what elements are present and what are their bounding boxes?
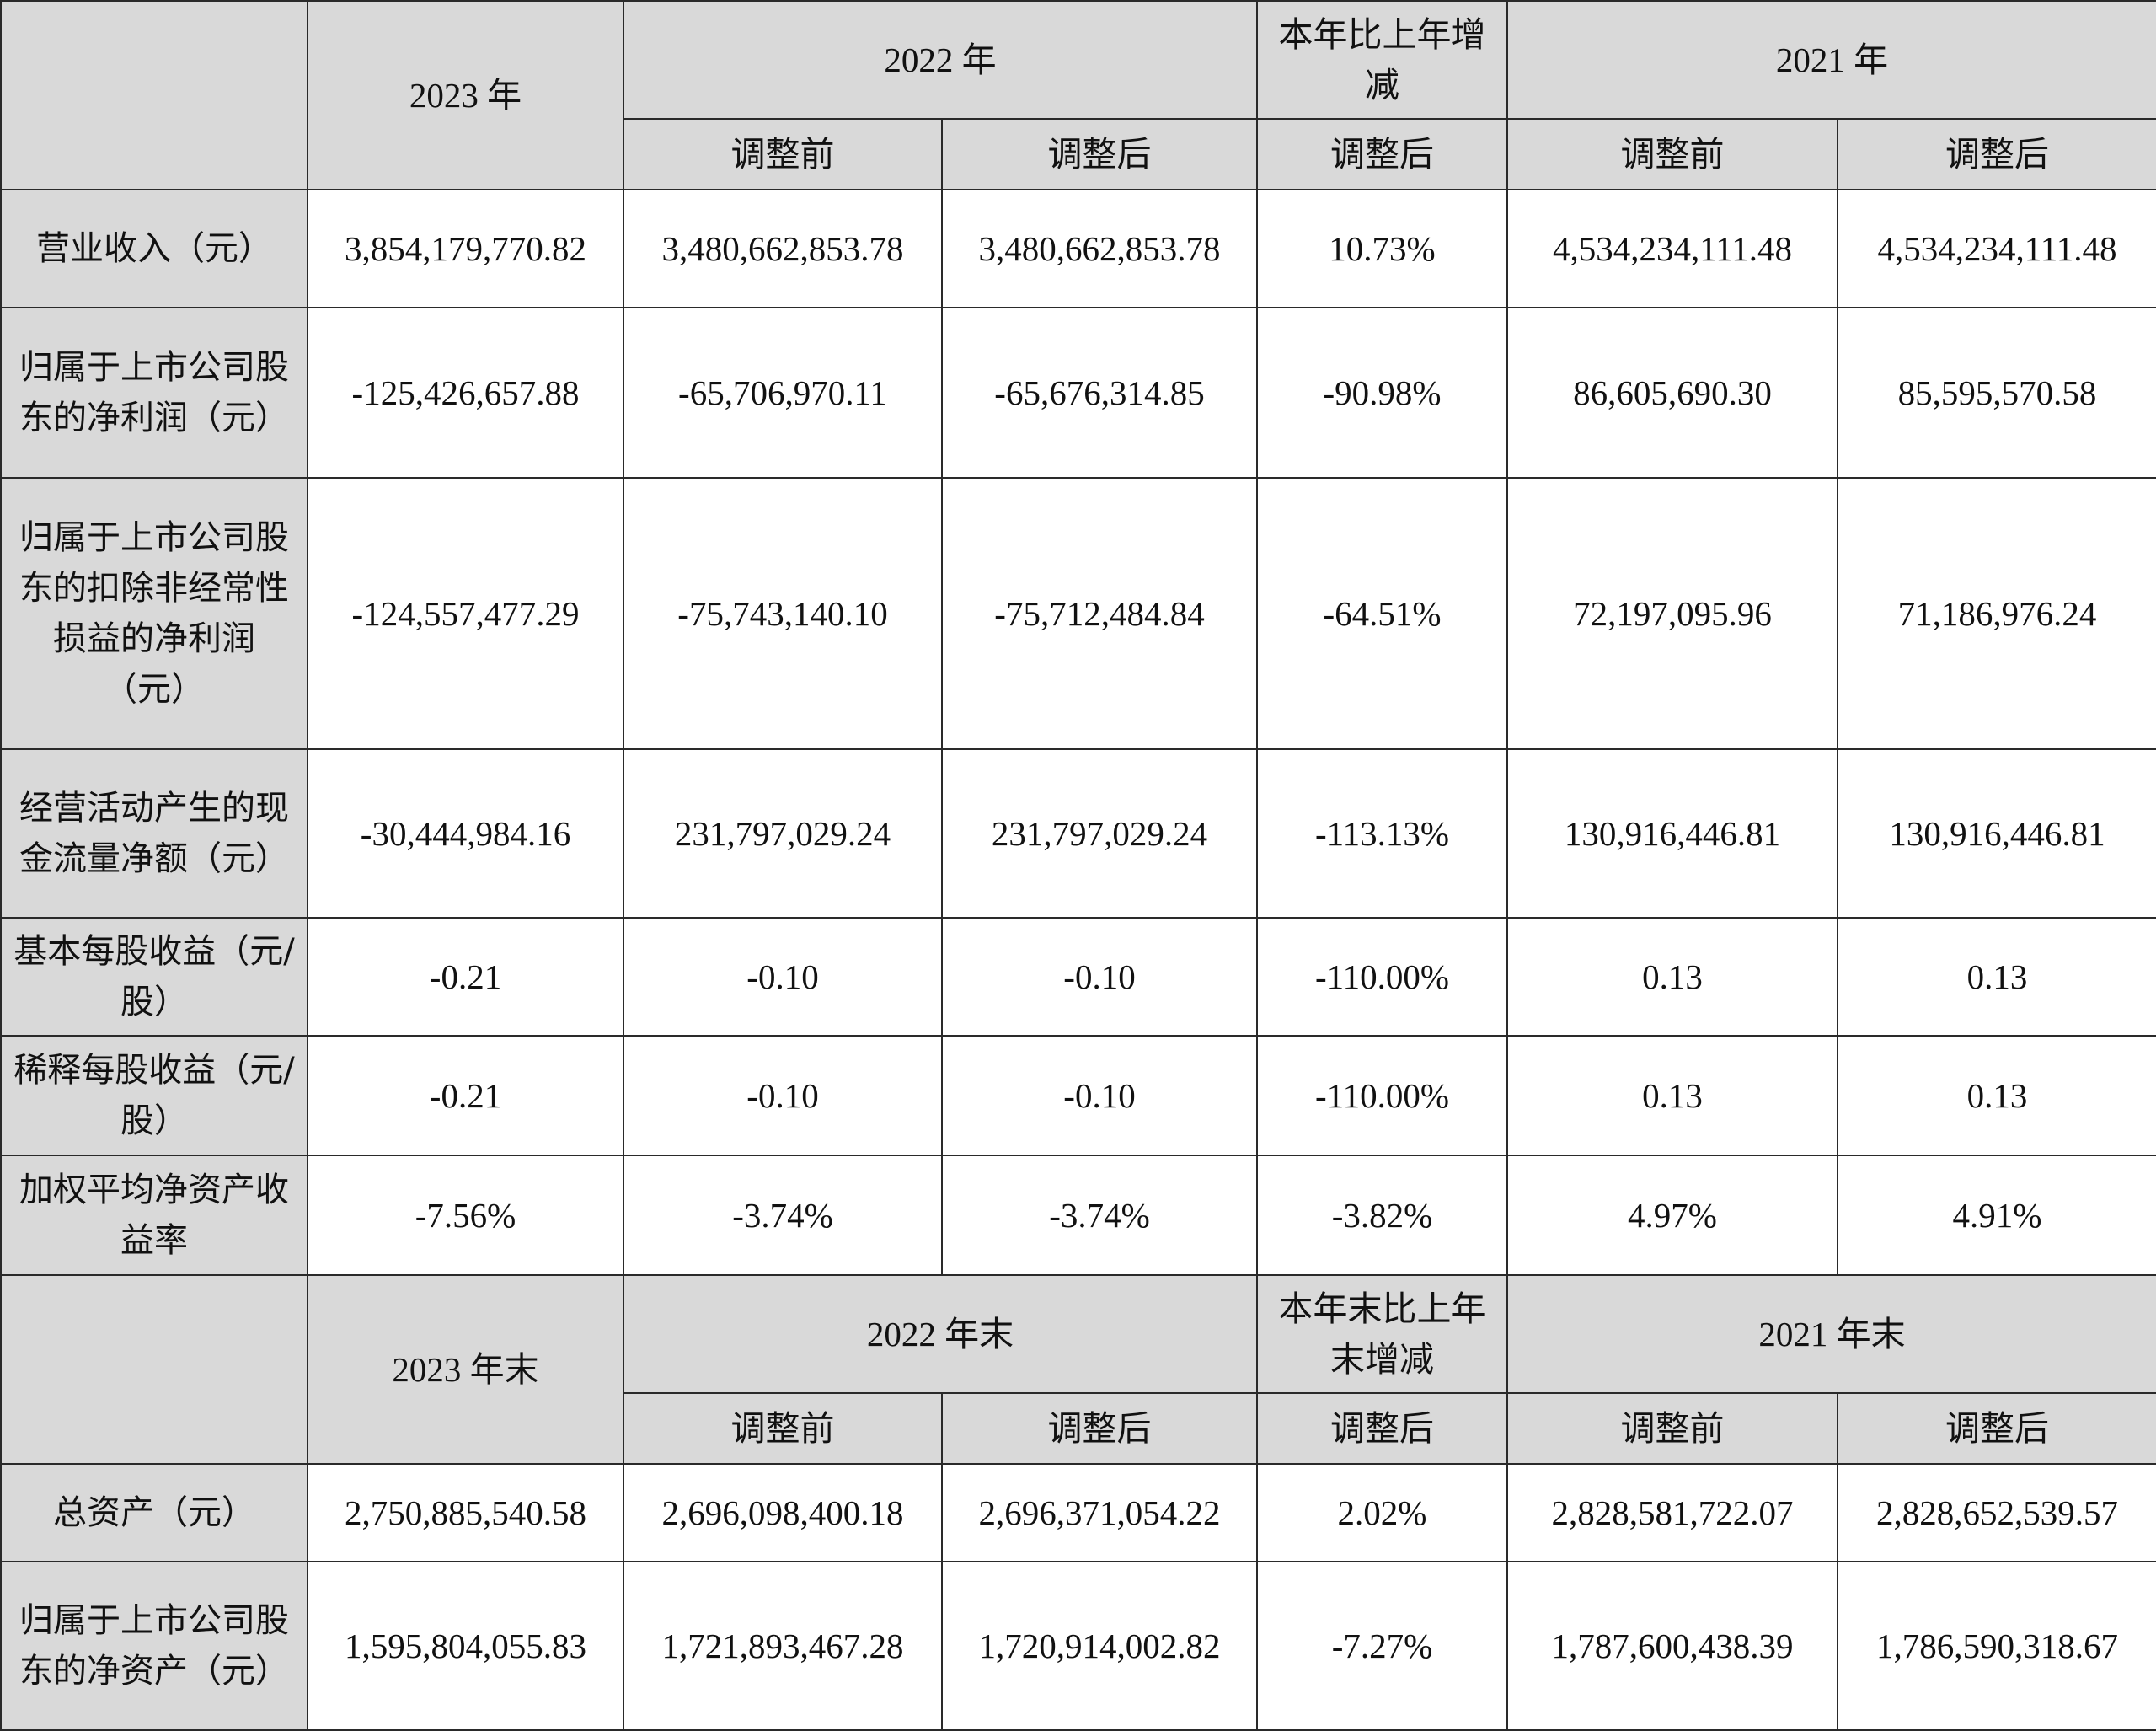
table-cell: 2,696,371,054.22 bbox=[941, 1463, 1258, 1562]
table-row: 加权平均净资产收益率 -7.56% -3.74% -3.74% -3.82% 4… bbox=[0, 1155, 2156, 1276]
table-row: 稀释每股收益（元/股） -0.21 -0.10 -0.10 -110.00% 0… bbox=[0, 1035, 2156, 1156]
table-cell: 1,787,600,438.39 bbox=[1506, 1561, 1838, 1731]
table-cell: -30,444,984.16 bbox=[307, 748, 624, 919]
table-cell: -3.82% bbox=[1256, 1155, 1508, 1276]
row-label: 加权平均净资产收益率 bbox=[0, 1155, 308, 1276]
row-label: 归属于上市公司股东的扣除非经常性损益的净利润（元） bbox=[0, 477, 308, 750]
header-row-years: 2023 年 2022 年 本年比上年增减 2021 年 bbox=[0, 0, 2156, 190]
table-cell: 0.13 bbox=[1837, 1035, 2156, 1156]
col-year-prior: 2022 年 bbox=[623, 0, 1258, 120]
table-cell: -110.00% bbox=[1256, 917, 1508, 1037]
table-row: 基本每股收益（元/股） -0.21 -0.10 -0.10 -110.00% 0… bbox=[0, 917, 2156, 1037]
table-cell: -3.74% bbox=[941, 1155, 1258, 1276]
table-cell: -0.21 bbox=[307, 1035, 624, 1156]
table-row: 营业收入（元） 3,854,179,770.82 3,480,662,853.7… bbox=[0, 189, 2156, 308]
table-cell: 1,721,893,467.28 bbox=[623, 1561, 943, 1731]
table-cell: -110.00% bbox=[1256, 1035, 1508, 1156]
table-cell: 0.13 bbox=[1506, 917, 1838, 1037]
table-cell: -64.51% bbox=[1256, 477, 1508, 750]
table-cell: -125,426,657.88 bbox=[307, 307, 624, 479]
sub-prior2-after: 调整后 bbox=[1837, 1392, 2156, 1465]
table-row: 归属于上市公司股东的扣除非经常性损益的净利润（元） -124,557,477.2… bbox=[0, 477, 2156, 750]
table-cell: 130,916,446.81 bbox=[1837, 748, 2156, 919]
table-cell: -0.10 bbox=[941, 1035, 1258, 1156]
sub-prior-before: 调整前 bbox=[623, 118, 943, 190]
table-cell: 1,720,914,002.82 bbox=[941, 1561, 1258, 1731]
corner-cell bbox=[0, 0, 308, 190]
table-cell: 1,595,804,055.83 bbox=[307, 1561, 624, 1731]
table-cell: -0.10 bbox=[941, 917, 1258, 1037]
row-label: 总资产（元） bbox=[0, 1463, 308, 1562]
table-cell: 2,696,098,400.18 bbox=[623, 1463, 943, 1562]
table-row: 归属于上市公司股东的净利润（元） -125,426,657.88 -65,706… bbox=[0, 307, 2156, 479]
row-label: 归属于上市公司股东的净资产（元） bbox=[0, 1561, 308, 1731]
table-cell: -75,743,140.10 bbox=[623, 477, 943, 750]
table-cell: 130,916,446.81 bbox=[1506, 748, 1838, 919]
table-cell: 2.02% bbox=[1256, 1463, 1508, 1562]
table-cell: 4,534,234,111.48 bbox=[1506, 189, 1838, 308]
table-cell: 0.13 bbox=[1506, 1035, 1838, 1156]
table-cell: -0.10 bbox=[623, 1035, 943, 1156]
header-row-sub-end: 调整前 调整后 调整后 调整前 调整后 bbox=[1, 1392, 2156, 1465]
table-row: 经营活动产生的现金流量净额（元） -30,444,984.16 231,797,… bbox=[0, 748, 2156, 919]
table-cell: 4.97% bbox=[1506, 1155, 1838, 1276]
col-year-current: 2023 年 bbox=[307, 0, 624, 190]
corner-cell bbox=[0, 1274, 308, 1465]
table-cell: 4.91% bbox=[1837, 1155, 2156, 1276]
sub-change-after: 调整后 bbox=[1256, 1392, 1508, 1465]
row-label: 稀释每股收益（元/股） bbox=[0, 1035, 308, 1156]
table-cell: 72,197,095.96 bbox=[1506, 477, 1838, 750]
row-label: 归属于上市公司股东的净利润（元） bbox=[0, 307, 308, 479]
col-year-prior-end: 2022 年末 bbox=[623, 1274, 1258, 1394]
table-cell: -124,557,477.29 bbox=[307, 477, 624, 750]
table-cell: -113.13% bbox=[1256, 748, 1508, 919]
table-cell: 4,534,234,111.48 bbox=[1837, 189, 2156, 308]
sub-prior-after: 调整后 bbox=[941, 118, 1258, 190]
table-cell: 3,854,179,770.82 bbox=[307, 189, 624, 308]
col-year-current-end: 2023 年末 bbox=[307, 1274, 624, 1465]
table-cell: -3.74% bbox=[623, 1155, 943, 1276]
table-cell: -75,712,484.84 bbox=[941, 477, 1258, 750]
header-row-sub: 调整前 调整后 调整后 调整前 调整后 bbox=[1, 118, 2156, 190]
table-cell: -7.56% bbox=[307, 1155, 624, 1276]
table-cell: 3,480,662,853.78 bbox=[941, 189, 1258, 308]
table-cell: 0.13 bbox=[1837, 917, 2156, 1037]
table-cell: -0.21 bbox=[307, 917, 624, 1037]
row-label: 营业收入（元） bbox=[0, 189, 308, 308]
table-cell: 1,786,590,318.67 bbox=[1837, 1561, 2156, 1731]
table-cell: -65,706,970.11 bbox=[623, 307, 943, 479]
table-cell: -90.98% bbox=[1256, 307, 1508, 479]
table-cell: 71,186,976.24 bbox=[1837, 477, 2156, 750]
table-cell: 231,797,029.24 bbox=[623, 748, 943, 919]
table-cell: 85,595,570.58 bbox=[1837, 307, 2156, 479]
sub-prior-before: 调整前 bbox=[623, 1392, 943, 1465]
table-cell: -65,676,314.85 bbox=[941, 307, 1258, 479]
table-cell: 86,605,690.30 bbox=[1506, 307, 1838, 479]
table-cell: 10.73% bbox=[1256, 189, 1508, 308]
table-cell: 3,480,662,853.78 bbox=[623, 189, 943, 308]
table-cell: -0.10 bbox=[623, 917, 943, 1037]
col-change: 本年比上年增减 bbox=[1256, 0, 1508, 120]
header-row-years-end: 2023 年末 2022 年末 本年末比上年末增减 2021 年末 bbox=[0, 1274, 2156, 1465]
row-label: 经营活动产生的现金流量净额（元） bbox=[0, 748, 308, 919]
table-row: 归属于上市公司股东的净资产（元） 1,595,804,055.83 1,721,… bbox=[0, 1561, 2156, 1731]
table-cell: 2,828,652,539.57 bbox=[1837, 1463, 2156, 1562]
sub-prior2-before: 调整前 bbox=[1506, 118, 1838, 190]
table-cell: 2,750,885,540.58 bbox=[307, 1463, 624, 1562]
table-row: 总资产（元） 2,750,885,540.58 2,696,098,400.18… bbox=[0, 1463, 2156, 1562]
col-change-end: 本年末比上年末增减 bbox=[1256, 1274, 1508, 1394]
sub-prior-after: 调整后 bbox=[941, 1392, 1258, 1465]
sub-prior2-after: 调整后 bbox=[1837, 118, 2156, 190]
sub-prior2-before: 调整前 bbox=[1506, 1392, 1838, 1465]
col-year-prior2-end: 2021 年末 bbox=[1506, 1274, 2156, 1394]
col-year-prior2: 2021 年 bbox=[1506, 0, 2156, 120]
row-label: 基本每股收益（元/股） bbox=[0, 917, 308, 1037]
table-cell: -7.27% bbox=[1256, 1561, 1508, 1731]
sub-change-after: 调整后 bbox=[1256, 118, 1508, 190]
table-cell: 2,828,581,722.07 bbox=[1506, 1463, 1838, 1562]
table-cell: 231,797,029.24 bbox=[941, 748, 1258, 919]
